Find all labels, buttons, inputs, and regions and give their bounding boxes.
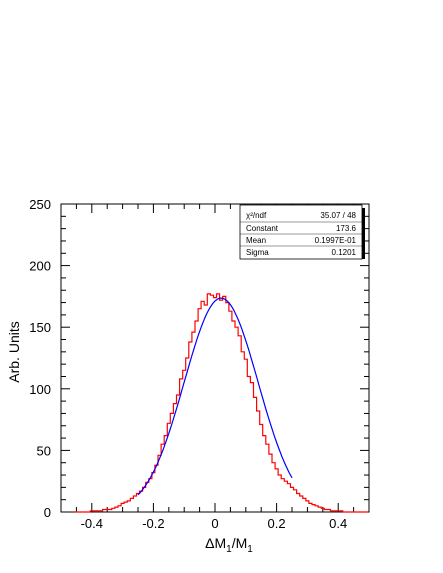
stats-value-constant: 173.6 — [336, 224, 357, 233]
x-tick-label: -0.2 — [142, 516, 164, 531]
stats-label-sigma: Sigma — [246, 248, 269, 257]
y-tick-label: 50 — [37, 443, 51, 458]
stats-label-mean: Mean — [246, 236, 266, 245]
y-tick-label: 200 — [29, 259, 51, 274]
y-axis-title: Arb. Units — [6, 321, 22, 382]
y-tick-label: 100 — [29, 382, 51, 397]
gaussian-fit-curve — [137, 297, 293, 496]
y-tick-label: 0 — [44, 505, 51, 520]
stats-label-constant: Constant — [246, 224, 279, 233]
x-axis: -0.4 -0.2 0 0.2 0.4 — [60, 204, 370, 531]
y-axis: 0 50 100 150 200 250 — [29, 197, 369, 520]
stats-box: χ²/ndf 35.07 / 48 Constant 173.6 Mean 0.… — [239, 204, 365, 260]
histogram-series — [74, 293, 368, 513]
x-tick-label: -0.4 — [81, 516, 103, 531]
stats-label-chi2: χ²/ndf — [246, 211, 267, 220]
x-tick-label: 0 — [211, 516, 218, 531]
stats-box-frame — [239, 204, 363, 260]
x-tick-label: 0.2 — [268, 516, 286, 531]
x-axis-title: ΔM1/M1 — [205, 535, 253, 555]
stats-value-mean: 0.1997E-01 — [315, 236, 357, 245]
y-tick-label: 250 — [29, 197, 51, 212]
stats-value-sigma: 0.1201 — [332, 248, 357, 257]
y-tick-label: 150 — [29, 320, 51, 335]
x-tick-label: 0.4 — [329, 516, 347, 531]
stats-value-chi2: 35.07 / 48 — [320, 211, 356, 220]
